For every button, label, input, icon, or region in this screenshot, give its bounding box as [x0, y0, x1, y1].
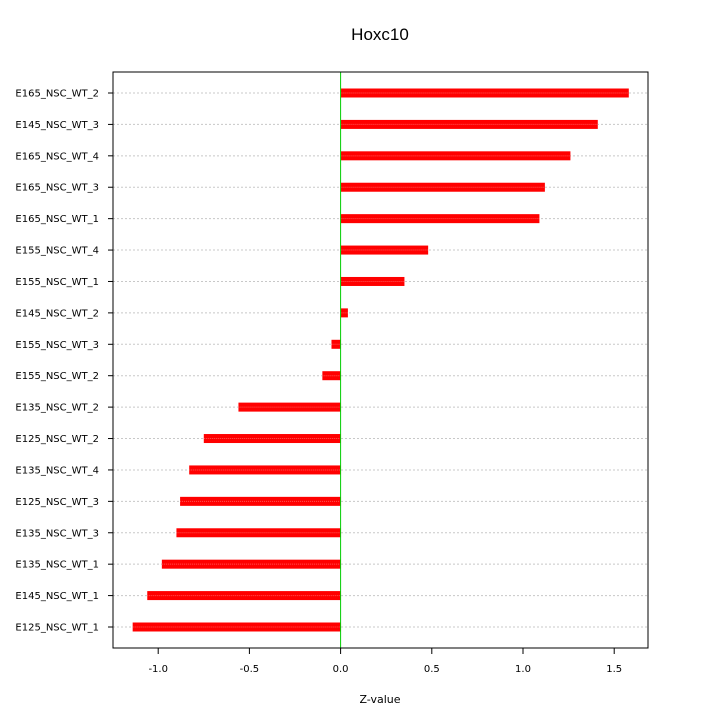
bar — [161, 559, 341, 569]
x-tick-label: -0.5 — [240, 664, 260, 675]
y-tick-label: E165_NSC_WT_3 — [15, 183, 99, 194]
y-tick-label: E135_NSC_WT_3 — [15, 528, 99, 539]
y-tick-label: E155_NSC_WT_3 — [15, 340, 99, 351]
bar — [340, 214, 540, 224]
y-tick-label: E125_NSC_WT_2 — [15, 434, 99, 445]
plot-frame — [112, 71, 649, 649]
bar — [322, 371, 341, 381]
y-axis: E165_NSC_WT_2 E145_NSC_WT_3 E165_NSC_WT_4 E… — [15, 89, 113, 634]
bars — [132, 88, 629, 632]
y-tick-label: E135_NSC_WT_4 — [15, 465, 99, 476]
chart-title: Hoxc10 — [351, 25, 409, 44]
grid-lines — [113, 92, 648, 628]
x-tick-label: 0.0 — [333, 664, 349, 675]
bar — [340, 276, 405, 286]
y-tick-label: E135_NSC_WT_1 — [15, 560, 99, 571]
bar — [340, 308, 348, 318]
y-tick-label: E145_NSC_WT_1 — [15, 591, 99, 602]
x-tick-label: 1.5 — [606, 664, 622, 675]
bar — [238, 402, 341, 412]
y-tick-label: E145_NSC_WT_2 — [15, 308, 99, 319]
y-tick-label: E155_NSC_WT_4 — [15, 246, 99, 257]
y-tick-label: E155_NSC_WT_2 — [15, 371, 99, 382]
x-axis-label: Z-value — [359, 693, 400, 706]
x-tick-label: -1.0 — [148, 664, 168, 675]
x-tick-label: 0.5 — [424, 664, 440, 675]
bar — [340, 245, 429, 255]
bar — [132, 622, 341, 632]
bar — [189, 465, 341, 475]
y-tick-label: E165_NSC_WT_2 — [15, 89, 99, 100]
y-tick-label: E145_NSC_WT_3 — [15, 120, 99, 131]
y-tick-label: E165_NSC_WT_4 — [15, 151, 99, 162]
x-tick-label: 1.0 — [515, 664, 531, 675]
x-axis: -1.0 -0.5 0.0 0.5 1.0 1.5 — [148, 648, 622, 675]
y-tick-label: E135_NSC_WT_2 — [15, 403, 99, 414]
y-tick-label: E125_NSC_WT_1 — [15, 623, 99, 634]
y-tick-label: E125_NSC_WT_3 — [15, 497, 99, 508]
y-tick-label: E165_NSC_WT_1 — [15, 214, 99, 225]
y-tick-label: E155_NSC_WT_1 — [15, 277, 99, 288]
